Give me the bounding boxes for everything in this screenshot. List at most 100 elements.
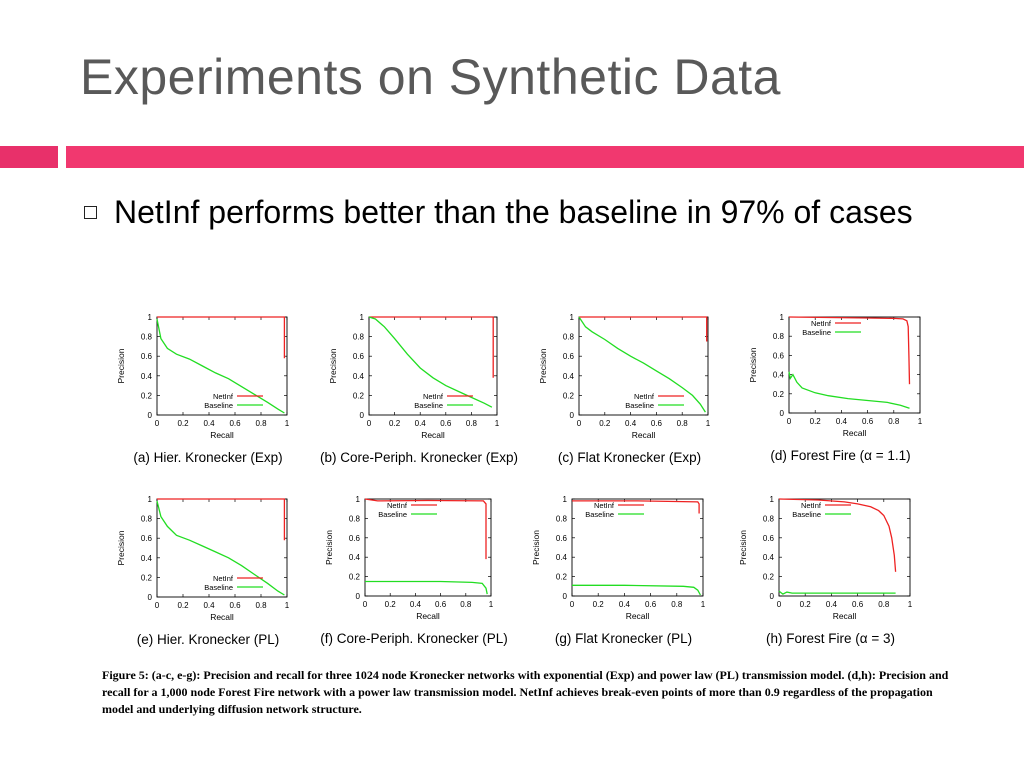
y-tick-label: 0.4	[141, 554, 153, 563]
x-tick-label: 0.4	[619, 600, 631, 609]
legend-label: Baseline	[414, 401, 443, 410]
plot-frame	[364, 498, 492, 597]
legend-label: Baseline	[802, 328, 831, 337]
figure-caption: Figure 5: (a-c, e-g): Precision and reca…	[102, 668, 949, 716]
series-line-netinf	[369, 316, 494, 378]
y-tick-label: 0.2	[353, 391, 365, 400]
plot-frame	[778, 498, 911, 597]
y-tick-label: 0.6	[349, 534, 361, 543]
x-tick-label: 1	[285, 419, 290, 428]
y-tick-label: 0	[570, 411, 575, 420]
legend-label: Baseline	[378, 510, 407, 519]
x-tick-label: 0.6	[852, 600, 864, 609]
x-tick-label: 0.2	[800, 600, 812, 609]
x-tick-label: 0.2	[177, 419, 189, 428]
x-tick-label: 0.6	[229, 419, 241, 428]
y-tick-label: 0.6	[563, 352, 575, 361]
series-line-netinf	[364, 498, 487, 560]
y-tick-label: 0.2	[763, 573, 775, 582]
y-tick-label: 0	[780, 409, 785, 418]
series-line-baseline	[788, 371, 910, 409]
y-tick-label: 0.2	[141, 391, 153, 400]
legend-label: NetInf	[213, 392, 234, 401]
x-tick-label: 0.6	[435, 600, 447, 609]
x-tick-label: 0	[367, 419, 372, 428]
x-tick-label: 0.4	[836, 417, 848, 426]
y-axis-label: Precision	[116, 348, 126, 383]
y-tick-label: 1	[570, 313, 575, 322]
chart-panel-2: 0 0.2 0.4 0.6 0.8 1 0 0.2 0.4 0.6 0.8 1 Recall Precis…	[320, 313, 518, 465]
y-tick-label: 0	[148, 411, 153, 420]
y-tick-label: 0.6	[141, 534, 153, 543]
x-tick-label: 0.8	[671, 600, 683, 609]
x-axis-label: Recall	[421, 430, 445, 440]
y-tick-label: 0.6	[556, 534, 568, 543]
y-tick-label: 1	[148, 495, 153, 504]
x-tick-label: 0.4	[203, 419, 215, 428]
y-tick-label: 0.2	[556, 573, 568, 582]
y-tick-label: 0.8	[349, 514, 361, 523]
accent-bar-left	[0, 146, 58, 168]
series-line-netinf	[579, 316, 708, 342]
legend-label: Baseline	[204, 583, 233, 592]
x-axis-label: Recall	[210, 612, 234, 622]
panel-caption: (d) Forest Fire (α = 1.1)	[770, 448, 910, 463]
panel-caption: (e) Hier. Kronecker (PL)	[137, 632, 280, 647]
y-tick-label: 0.4	[141, 372, 153, 381]
bullet-square-icon	[84, 206, 97, 219]
plot-frame	[788, 316, 921, 414]
x-tick-label: 0.4	[415, 419, 427, 428]
x-tick-label: 0	[155, 419, 160, 428]
x-axis-label: Recall	[632, 430, 656, 440]
x-tick-label: 0.2	[177, 601, 189, 610]
y-tick-label: 0.4	[763, 553, 775, 562]
chart-panel-8: 0 0.2 0.4 0.6 0.8 1 0 0.2 0.4 0.6 0.8 1 Recall Precis…	[738, 495, 913, 646]
y-tick-label: 0	[356, 592, 361, 601]
x-tick-label: 0.6	[440, 419, 452, 428]
x-tick-label: 1	[706, 419, 711, 428]
y-axis-label: Precision	[116, 530, 126, 565]
y-tick-label: 0.4	[556, 553, 568, 562]
x-tick-label: 0	[777, 600, 782, 609]
y-tick-label: 0.2	[349, 573, 361, 582]
y-tick-label: 0.4	[563, 372, 575, 381]
y-tick-label: 0.8	[763, 514, 775, 523]
y-axis-label: Precision	[738, 530, 748, 565]
slide-title: Experiments on Synthetic Data	[80, 49, 781, 105]
legend-label: NetInf	[594, 501, 615, 510]
series-line-baseline	[578, 316, 706, 413]
y-tick-label: 1	[780, 313, 785, 322]
x-tick-label: 0.2	[599, 419, 611, 428]
panel-caption: (f) Core-Periph. Kronecker (PL)	[320, 631, 508, 646]
x-tick-label: 0.2	[593, 600, 605, 609]
x-tick-label: 0.8	[466, 419, 478, 428]
series-line-baseline	[368, 316, 493, 408]
y-tick-label: 0	[148, 593, 153, 602]
legend-label: NetInf	[811, 319, 832, 328]
x-axis-label: Recall	[843, 428, 867, 438]
x-tick-label: 0	[363, 600, 368, 609]
plot-frame	[571, 498, 704, 597]
x-axis-label: Recall	[833, 611, 857, 621]
series-line-netinf	[778, 498, 897, 572]
legend-label: NetInf	[213, 574, 234, 583]
series-line-baseline	[365, 580, 488, 595]
series-line-baseline	[572, 584, 701, 596]
x-tick-label: 0.8	[888, 417, 900, 426]
y-tick-label: 0.2	[773, 390, 785, 399]
y-axis-label: Precision	[531, 530, 541, 565]
x-tick-label: 0.2	[810, 417, 822, 426]
chart-panel-6: 0 0.2 0.4 0.6 0.8 1 0 0.2 0.4 0.6 0.8 1 Recall Precis…	[320, 495, 508, 646]
series-line-baseline	[156, 318, 285, 414]
x-tick-label: 0	[570, 600, 575, 609]
x-tick-label: 0.8	[255, 601, 267, 610]
legend-label: NetInf	[801, 501, 822, 510]
legend-label: NetInf	[634, 392, 655, 401]
panel-caption: (g) Flat Kronecker (PL)	[555, 631, 692, 646]
x-tick-label: 0	[155, 601, 160, 610]
x-tick-label: 0.4	[203, 601, 215, 610]
legend-label: Baseline	[585, 510, 614, 519]
series-line-baseline	[156, 500, 285, 596]
y-tick-label: 0.8	[773, 332, 785, 341]
